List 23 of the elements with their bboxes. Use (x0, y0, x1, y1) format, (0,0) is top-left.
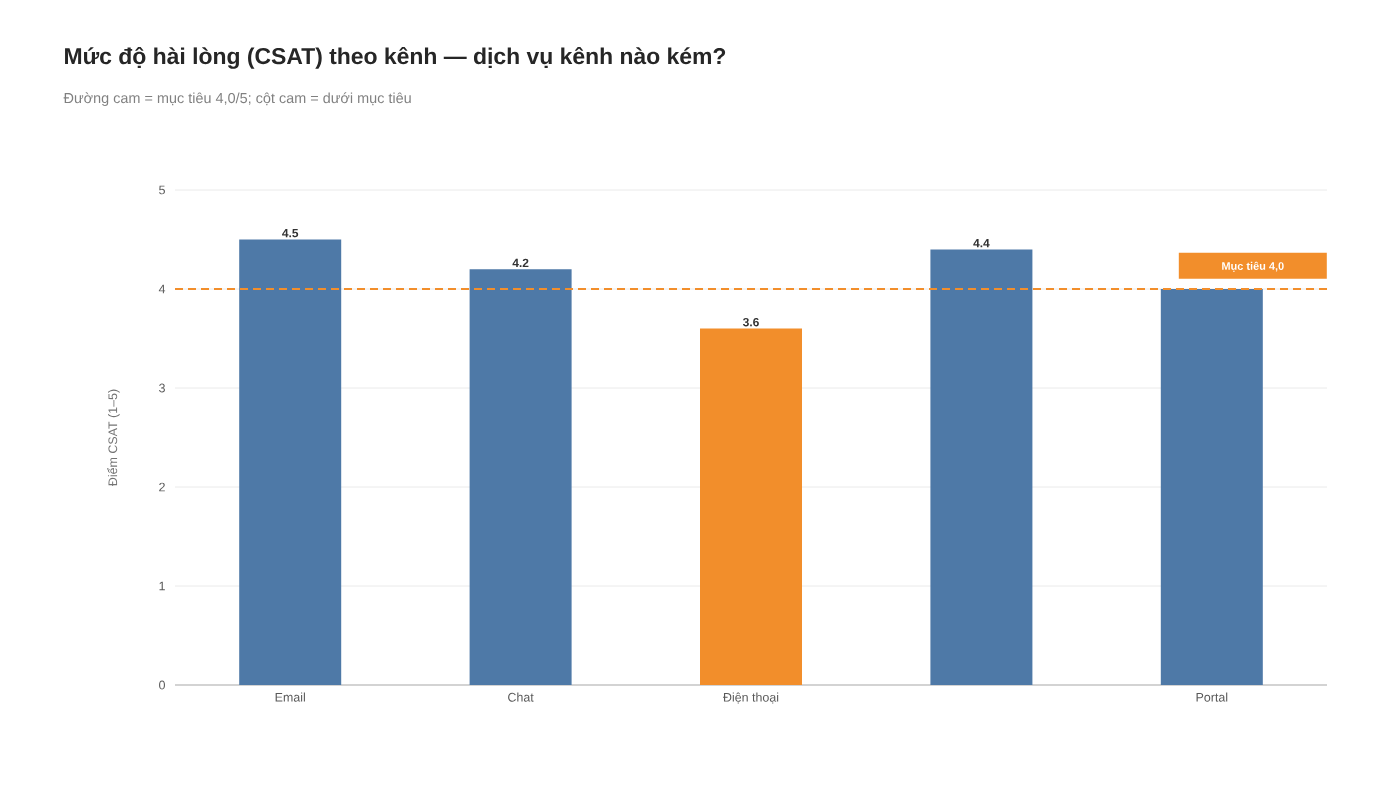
data-label: 3.6 (742, 317, 759, 327)
y-tick-label: 4 (158, 284, 166, 294)
bar (700, 328, 802, 685)
chart-title: Mức độ hài lòng (CSAT) theo kênh — dịch vụ kênh nào kém? (65, 46, 726, 69)
bar (1160, 289, 1263, 685)
data-label: 4.4 (973, 238, 990, 248)
ref-line-label: Mục tiêu 4,0 (1222, 261, 1284, 272)
data-label: 4.2 (512, 258, 529, 268)
bar (469, 269, 572, 685)
x-tick-label: Chat (508, 692, 534, 702)
data-label: 4.5 (282, 228, 299, 238)
x-tick-label: Điện thoại (723, 692, 779, 704)
chart-subtitle: Đường cam = mục tiêu 4,0/5; cột cam = dưới mục tiêu (63, 92, 411, 106)
x-tick-label: Email (275, 692, 305, 702)
y-tick-label: 0 (159, 680, 165, 690)
y-tick-label: 2 (159, 482, 165, 492)
y-tick-label: 3 (159, 383, 165, 393)
bar (239, 239, 342, 685)
y-tick-label: 5 (159, 185, 165, 195)
y-tick-label: 1 (159, 581, 165, 591)
bar (930, 249, 1033, 685)
x-tick-label: Portal (1196, 692, 1228, 702)
y-axis-title: Điểm CSAT (1–5) (107, 389, 120, 487)
